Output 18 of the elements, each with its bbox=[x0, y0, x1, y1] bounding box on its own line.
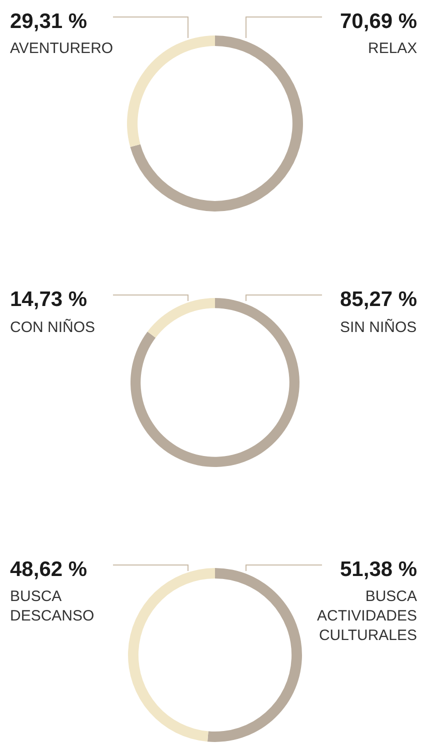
slice-label: RELAX bbox=[368, 40, 418, 57]
data-label: 85,27 % bbox=[340, 288, 418, 311]
data-label: 48,62 % bbox=[10, 558, 88, 581]
data-label: 51,38 % bbox=[340, 558, 418, 581]
donut-slice bbox=[147, 298, 215, 338]
slice-label: CON NIÑOS bbox=[10, 318, 96, 336]
slice-label: AVENTURERO bbox=[10, 40, 114, 57]
slice-label: BUSCA ACTIVIDADES CULTURALES bbox=[317, 588, 418, 644]
donut-slice bbox=[130, 36, 303, 212]
data-label: 14,73 % bbox=[10, 288, 88, 311]
slice-label: BUSCA DESCANSO bbox=[10, 588, 94, 624]
data-label: 70,69 % bbox=[340, 10, 418, 33]
data-label: 29,31 % bbox=[10, 10, 88, 33]
slice-label: SIN NIÑOS bbox=[340, 318, 417, 336]
donut-slice bbox=[128, 568, 215, 742]
donut-slice bbox=[130, 298, 300, 467]
donut-slice bbox=[207, 568, 302, 742]
donut-slice bbox=[127, 36, 215, 148]
